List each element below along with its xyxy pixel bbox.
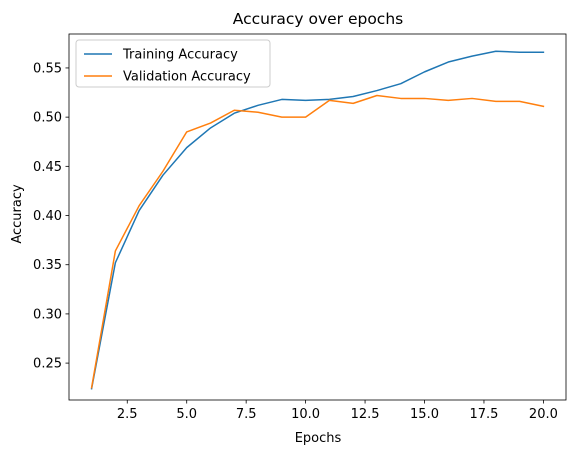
x-tick-label: 7.5 (236, 407, 257, 422)
y-tick-label: 0.30 (33, 307, 62, 322)
x-tick-label: 15.0 (410, 407, 439, 422)
legend-label-1: Training Accuracy (122, 48, 238, 63)
y-tick-label: 0.25 (33, 357, 62, 372)
legend-label-2: Validation Accuracy (123, 70, 251, 85)
series-line-2 (90, 94, 545, 389)
x-tick-label: 2.5 (117, 407, 138, 422)
legend-box (75, 39, 271, 88)
x-axis-label: Epochs (295, 431, 342, 446)
y-tick-label: 0.50 (33, 111, 62, 126)
x-tick-label: 5.0 (176, 407, 197, 422)
y-tick-label: 0.45 (33, 160, 62, 175)
axes-frame (68, 33, 567, 401)
x-tick-label: 10.0 (291, 407, 320, 422)
y-axis-label: Accuracy (10, 184, 25, 244)
chart-title: Accuracy over epochs (233, 10, 403, 28)
plot-area: 2.5 5.0 7.5 10.0 12.5 15.0 17.5 20.0 0.25 0.30 0.3… (33, 33, 567, 422)
y-tick-label: 0.35 (33, 258, 62, 273)
x-tick-label: 20.0 (529, 407, 558, 422)
series-line-1 (90, 50, 545, 390)
y-tick-label: 0.40 (33, 209, 62, 224)
x-tick-label: 12.5 (351, 407, 380, 422)
x-tick-label: 17.5 (469, 407, 498, 422)
y-tick-label: 0.55 (33, 61, 62, 76)
